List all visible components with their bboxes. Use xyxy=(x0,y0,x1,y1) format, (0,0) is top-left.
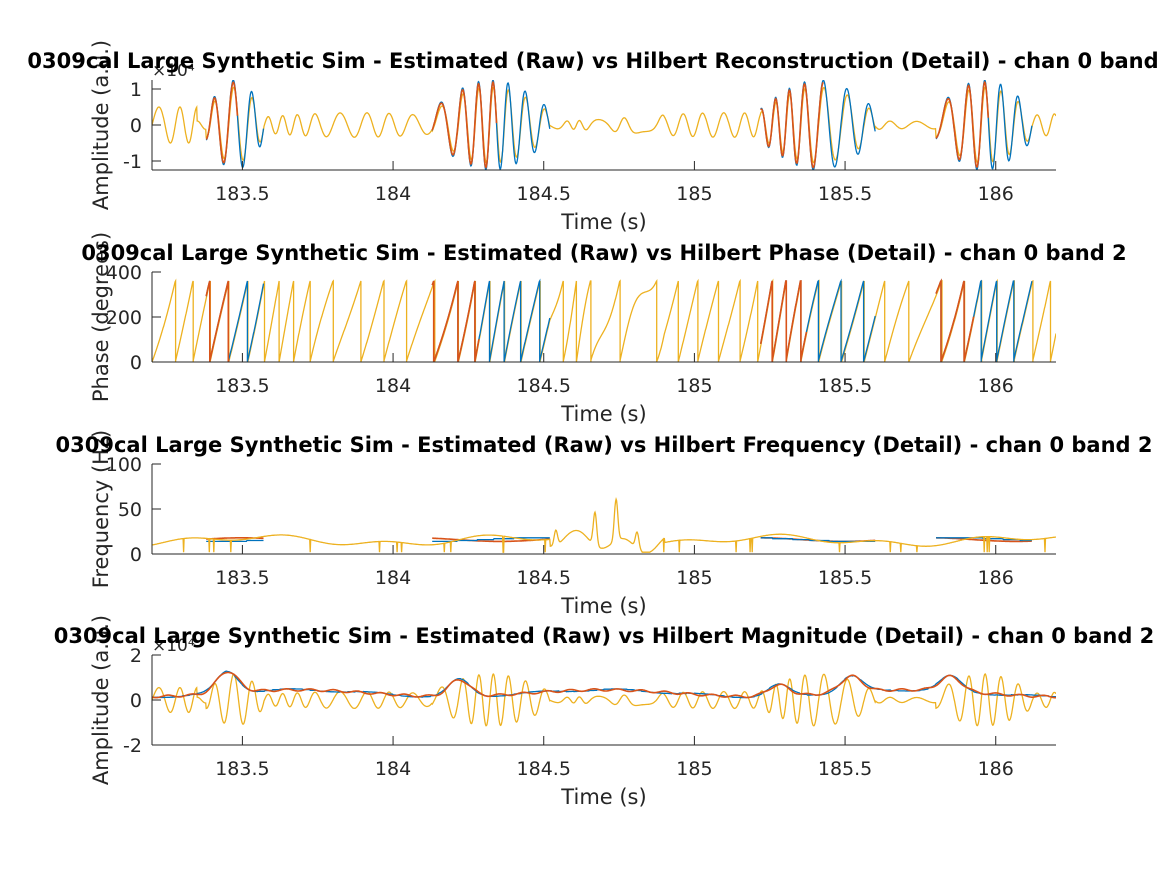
x-tick-label: 186 xyxy=(978,758,1014,780)
y-tick-label: 0 xyxy=(130,690,142,712)
series-estimated-raw xyxy=(205,278,1033,362)
series-estimated-smoothed xyxy=(206,537,1032,543)
series-estimated-raw xyxy=(206,537,1032,543)
plot-area xyxy=(152,670,1056,727)
x-tick-label: 184.5 xyxy=(517,758,571,780)
chart-title: 0309cal Large Synthetic Sim - Estimated … xyxy=(56,433,1153,457)
y-axis-label: Amplitude (a.u.) xyxy=(89,615,113,785)
y-tick-label: 50 xyxy=(118,499,142,521)
chart-panel-1: 183.5 184 184.5 185 185.5 186 -1 0 1 Time (s) Ampl… xyxy=(27,40,1167,234)
series-hilbert xyxy=(152,86,1056,164)
y-tick-label: 0 xyxy=(130,115,142,137)
x-tick-label: 184 xyxy=(375,375,411,397)
y-axis-label: Frequency (Hz) xyxy=(89,430,113,588)
y-tick-label: 0 xyxy=(130,352,142,374)
x-tick-label: 185.5 xyxy=(818,183,872,205)
x-tick-label: 185.5 xyxy=(818,758,872,780)
plot-area xyxy=(152,497,1056,553)
y-tick-label: 0 xyxy=(130,544,142,566)
x-tick-label: 183.5 xyxy=(215,567,269,589)
x-tick-label: 185 xyxy=(676,375,712,397)
x-axis-label: Time (s) xyxy=(560,785,646,809)
x-tick-label: 183.5 xyxy=(215,375,269,397)
x-axis-label: Time (s) xyxy=(560,210,646,234)
plot-area xyxy=(152,278,1056,362)
x-tick-label: 184 xyxy=(375,758,411,780)
x-tick-label: 185 xyxy=(676,567,712,589)
x-tick-label: 184.5 xyxy=(517,375,571,397)
x-tick-label: 185.5 xyxy=(818,567,872,589)
series-estimated-smoothed xyxy=(205,80,989,169)
x-tick-label: 186 xyxy=(978,375,1014,397)
y-axis-label: Amplitude (a.u.) xyxy=(89,40,113,210)
series-estimated-smoothed xyxy=(152,671,1056,699)
x-tick-label: 184.5 xyxy=(517,567,571,589)
y-tick-label: 2 xyxy=(130,645,142,667)
chart-panel-4: 183.5 184 184.5 185 185.5 186 -2 0 2 Time (s) Ampl… xyxy=(54,615,1155,809)
x-tick-label: 183.5 xyxy=(215,183,269,205)
y-tick-label: 1 xyxy=(130,79,142,101)
y-tick-label: -2 xyxy=(123,735,142,757)
series-hilbert xyxy=(152,497,1056,553)
x-tick-label: 184.5 xyxy=(517,183,571,205)
exponent-label: ×10⁴ xyxy=(152,636,195,656)
x-tick-label: 185.5 xyxy=(818,375,872,397)
y-tick-label: 100 xyxy=(106,454,142,476)
chart-title: 0309cal Large Synthetic Sim - Estimated … xyxy=(81,241,1126,265)
series-hilbert xyxy=(152,278,1056,362)
chart-title: 0309cal Large Synthetic Sim - Estimated … xyxy=(27,49,1167,73)
chart-title: 0309cal Large Synthetic Sim - Estimated … xyxy=(54,624,1155,648)
x-axis-label: Time (s) xyxy=(560,402,646,426)
y-tick-label: 200 xyxy=(106,307,142,329)
y-tick-label: 400 xyxy=(106,262,142,284)
x-axis-label: Time (s) xyxy=(560,594,646,618)
y-tick-label: -1 xyxy=(123,151,142,173)
chart-panel-3: 183.5 184 184.5 185 185.5 186 0 50 100 Time (s) Fr… xyxy=(56,430,1153,618)
x-tick-label: 186 xyxy=(978,567,1014,589)
x-tick-label: 186 xyxy=(978,183,1014,205)
x-tick-label: 184 xyxy=(375,183,411,205)
x-tick-label: 184 xyxy=(375,567,411,589)
x-tick-label: 185 xyxy=(676,758,712,780)
y-axis-label: Phase (degrees) xyxy=(89,232,113,402)
series-estimated-raw xyxy=(152,670,1056,699)
exponent-label: ×10⁴ xyxy=(152,61,195,81)
series-hilbert xyxy=(152,673,1056,727)
x-tick-label: 183.5 xyxy=(215,758,269,780)
series-estimated-smoothed xyxy=(205,278,975,362)
x-tick-label: 185 xyxy=(676,183,712,205)
chart-panel-2: 183.5 184 184.5 185 185.5 186 0 200 400 Time (s) P… xyxy=(81,232,1126,426)
plot-area xyxy=(152,80,1056,170)
